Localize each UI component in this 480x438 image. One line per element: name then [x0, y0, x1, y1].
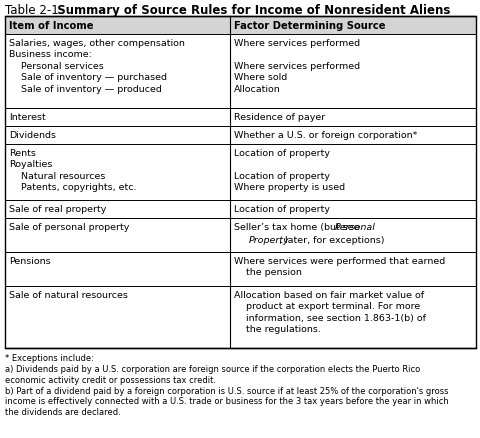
Text: Personal: Personal: [334, 223, 375, 231]
Text: the dividends are declared.: the dividends are declared.: [5, 407, 120, 416]
Text: , later, for exceptions): , later, for exceptions): [278, 235, 384, 244]
Text: Location of property

Location of property
Where property is used: Location of property Location of propert…: [233, 148, 345, 192]
Text: Sale of natural resources: Sale of natural resources: [9, 290, 128, 299]
Text: Allocation based on fair market value of
    product at export terminal. For mor: Allocation based on fair market value of…: [233, 290, 425, 334]
Text: Summary of Source Rules for Income of Nonresident Aliens: Summary of Source Rules for Income of No…: [49, 4, 449, 17]
Text: Location of property: Location of property: [233, 205, 329, 213]
Text: Item of Income: Item of Income: [9, 21, 93, 31]
Text: b) Part of a dividend paid by a foreign corporation is U.S. source if at least 2: b) Part of a dividend paid by a foreign …: [5, 385, 447, 395]
Text: Dividends: Dividends: [9, 131, 56, 140]
Text: Whether a U.S. or foreign corporation*: Whether a U.S. or foreign corporation*: [233, 131, 417, 140]
Text: Table 2-1.: Table 2-1.: [5, 4, 62, 17]
Text: income is effectively connected with a U.S. trade or business for the 3 tax year: income is effectively connected with a U…: [5, 396, 448, 406]
Text: economic activity credit or possessions tax credit.: economic activity credit or possessions …: [5, 375, 216, 384]
Text: Salaries, wages, other compensation
Business income:
    Personal services
    S: Salaries, wages, other compensation Busi…: [9, 39, 184, 94]
Text: Where services were performed that earned
    the pension: Where services were performed that earne…: [233, 256, 444, 277]
Text: * Exceptions include:: * Exceptions include:: [5, 353, 94, 362]
Text: Sale of personal property: Sale of personal property: [9, 223, 129, 231]
Text: Rents
Royalties
    Natural resources
    Patents, copyrights, etc.: Rents Royalties Natural resources Patent…: [9, 148, 136, 192]
Bar: [5, 17, 475, 35]
Text: Property: Property: [249, 235, 289, 244]
Bar: [5, 17, 475, 348]
Text: Pensions: Pensions: [9, 256, 50, 265]
Text: Seller’s tax home (but see: Seller’s tax home (but see: [233, 223, 362, 231]
Text: Where services performed

Where services performed
Where sold
Allocation: Where services performed Where services …: [233, 39, 360, 94]
Text: Interest: Interest: [9, 113, 46, 122]
Text: Residence of payer: Residence of payer: [233, 113, 324, 122]
Text: a) Dividends paid by a U.S. corporation are foreign source if the corporation el: a) Dividends paid by a U.S. corporation …: [5, 364, 420, 373]
Text: Factor Determining Source: Factor Determining Source: [233, 21, 384, 31]
Text: Sale of real property: Sale of real property: [9, 205, 106, 213]
